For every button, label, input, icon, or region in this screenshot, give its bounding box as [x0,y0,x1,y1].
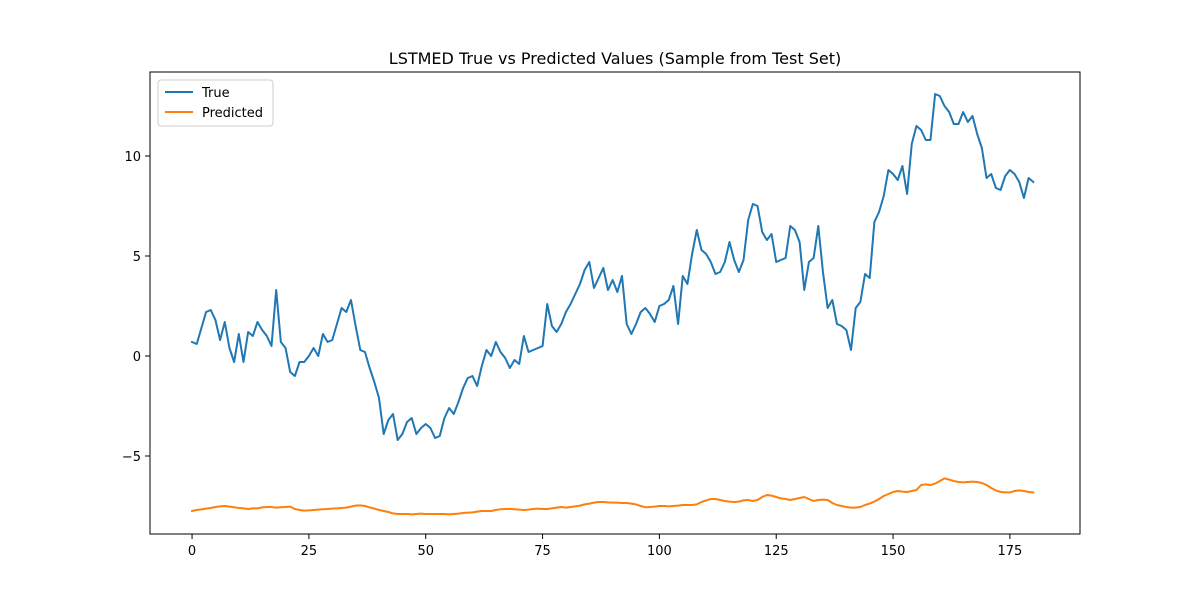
plot-area [149,71,1081,535]
y-axis: −5 0 5 10 [122,150,150,465]
series-line-true [190,93,1035,441]
x-tick-label: 175 [997,544,1022,559]
x-tick-label: 50 [417,544,434,559]
legend-label-predicted: Predicted [202,106,263,121]
y-tick-label: 0 [133,350,141,365]
legend-label-true: True [201,86,230,101]
series-line-predicted [190,477,1035,516]
y-tick-label: −5 [122,450,141,465]
x-tick-label: 0 [188,544,196,559]
x-axis: 0 25 50 75 100 125 150 175 [188,534,1022,559]
x-tick-label: 75 [534,544,551,559]
chart-title: LSTMED True vs Predicted Values (Sample … [389,49,841,68]
x-tick-label: 25 [301,544,318,559]
axes-frame [149,71,1081,535]
x-tick-label: 100 [647,544,672,559]
x-tick-label: 125 [764,544,789,559]
y-tick-label: 10 [124,150,141,165]
y-tick-label: 5 [133,250,141,265]
legend: True Predicted [157,79,274,127]
x-tick-label: 150 [881,544,906,559]
